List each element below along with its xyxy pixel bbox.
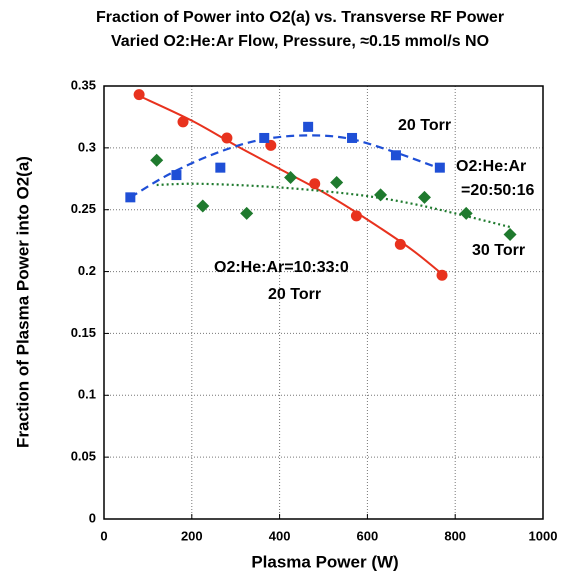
x-tick-label: 200 [181, 528, 203, 543]
plot-frame [103, 85, 544, 520]
data-point [125, 192, 136, 203]
x-axis-title: Plasma Power (W) [251, 552, 398, 571]
data-point [436, 269, 448, 281]
chart-subtitle: Varied O2:He:Ar Flow, Pressure, ≈0.15 mm… [111, 33, 489, 50]
x-tick-label: 400 [269, 528, 291, 543]
data-point [259, 132, 270, 143]
annotation: 20 Torr [268, 286, 321, 303]
y-tick-label: 0.15 [71, 325, 96, 340]
y-tick-label: 0.2 [78, 263, 96, 278]
x-tick-label: 800 [444, 528, 466, 543]
data-point [303, 121, 314, 132]
y-tick-label: 0.3 [78, 139, 96, 154]
data-point [171, 170, 182, 181]
data-point [503, 227, 517, 241]
annotation: =20:50:16 [461, 182, 534, 199]
data-point [394, 238, 406, 250]
data-point [434, 162, 445, 173]
data-point [350, 210, 362, 222]
data-point [417, 190, 431, 204]
data-point [330, 175, 344, 189]
data-point [240, 206, 254, 220]
data-point [374, 188, 388, 202]
data-point [215, 162, 226, 173]
data-point [347, 132, 358, 143]
fit-line [129, 134, 439, 199]
data-point [196, 199, 210, 213]
annotation: 30 Torr [472, 242, 525, 259]
y-tick-label: 0.35 [71, 77, 96, 92]
y-tick-label: 0.25 [71, 201, 96, 216]
data-point [133, 89, 145, 101]
fit-line [138, 94, 443, 275]
data-point [390, 150, 401, 161]
data-point [150, 153, 164, 167]
annotation: O2:He:Ar [456, 158, 526, 175]
y-tick-label: 0.05 [71, 449, 96, 464]
annotation: O2:He:Ar=10:33:0 [214, 259, 349, 276]
annotation: 20 Torr [398, 117, 451, 134]
x-tick-label: 600 [357, 528, 379, 543]
y-tick-label: 0 [89, 510, 96, 525]
data-point [459, 206, 473, 220]
data-point [309, 178, 321, 190]
data-point [177, 116, 189, 128]
x-tick-label: 1000 [529, 528, 558, 543]
data-point [284, 171, 298, 185]
chart-title: Fraction of Power into O2(a) vs. Transve… [96, 9, 504, 26]
fit-line [156, 182, 511, 229]
y-tick-label: 0.1 [78, 387, 96, 402]
x-tick-label: 0 [100, 528, 107, 543]
data-point [221, 132, 233, 144]
y-axis-title: Fraction of Plasma Power into O2(a) [13, 156, 32, 448]
